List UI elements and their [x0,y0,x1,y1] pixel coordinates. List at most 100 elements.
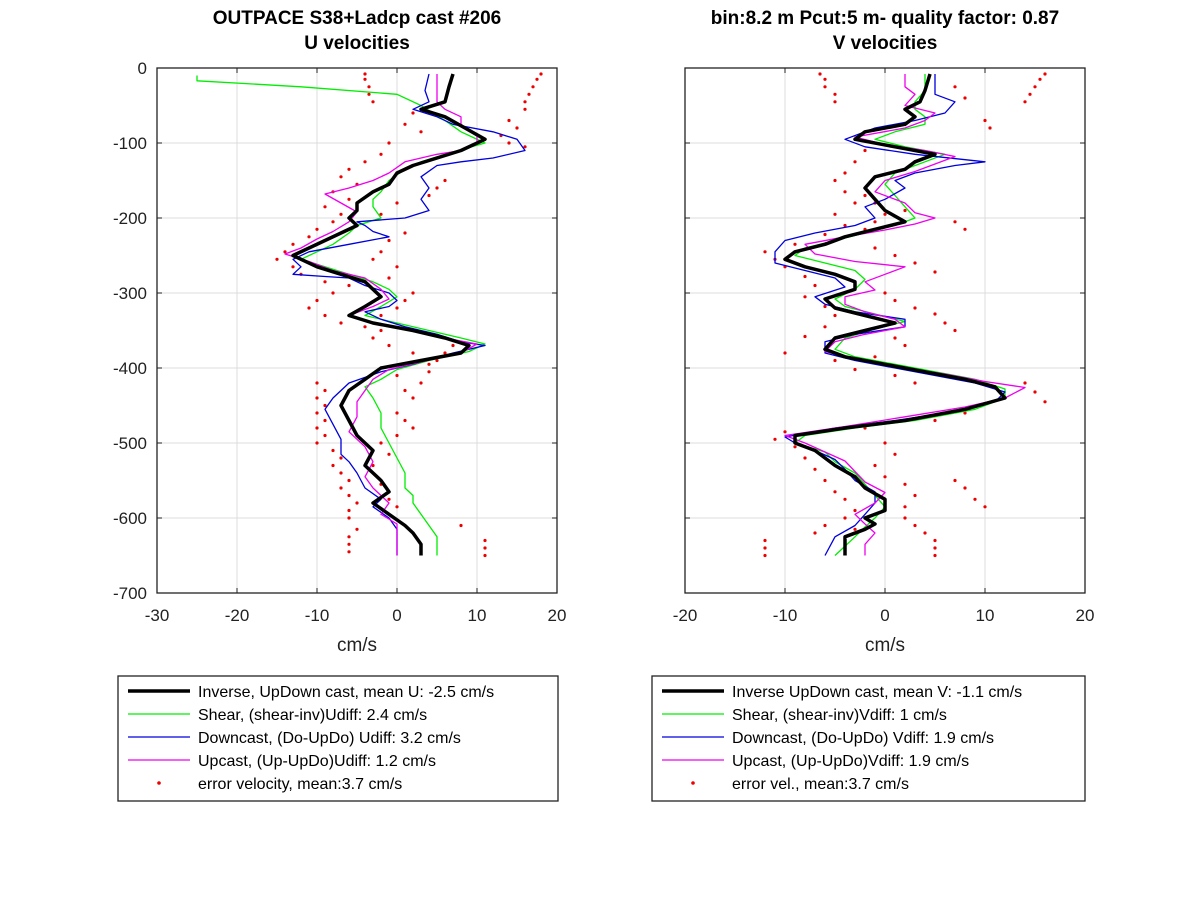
chart-title: bin:8.2 m Pcut:5 m- quality factor: 0.87 [711,8,1059,29]
error-velocity-point [387,343,391,348]
y-tick-label: -300 [113,284,147,303]
error-velocity-point [291,265,295,269]
error-velocity-point [347,535,351,539]
error-velocity-point [323,205,327,209]
error-velocity-point [823,325,827,329]
x-axis-label: cm/s [337,635,377,656]
error-velocity-point [833,178,837,183]
error-velocity-point [803,456,807,460]
error-velocity-point [347,508,351,513]
error-velocity-point [933,546,937,550]
error-velocity-point [963,486,967,490]
error-velocity-point [339,175,343,179]
error-velocity-point [419,381,423,385]
error-velocity-point [913,306,917,310]
error-velocity-point [339,321,343,325]
x-tick-label: -20 [225,606,250,625]
error-velocity-point [451,343,455,348]
error-velocity-point [903,505,907,509]
error-velocity-point [903,482,907,486]
series-inverse [291,73,487,556]
error-velocity-point [813,283,817,288]
error-velocity-point [403,388,407,393]
data-layer [763,72,1047,558]
error-velocity-point [923,531,927,535]
error-velocity-point [363,160,367,164]
error-velocity-point [379,313,383,318]
error-velocity-point [833,212,837,216]
error-velocity-point [773,437,777,441]
error-velocity-point [873,246,877,250]
x-axis-label: cm/s [865,635,905,656]
error-velocity-point [371,336,375,340]
legend-entry-label: Upcast, (Up-UpDo)Udiff: 1.2 cm/s [198,753,436,770]
error-velocity-point [883,475,887,479]
error-velocity-point [833,358,837,363]
error-velocity-point [387,497,391,501]
error-velocity-point [411,111,415,115]
error-velocity-point [331,448,335,453]
error-velocity-point [411,291,415,295]
x-tick-label: 20 [1076,606,1095,625]
error-velocity-point [315,298,319,303]
error-velocity-point [823,77,827,81]
error-velocity-point [1033,390,1037,394]
error-velocity-point [523,145,527,149]
error-velocity-point [419,130,423,134]
legend-entry-label: Downcast, (Do-UpDo) Vdiff: 1.9 cm/s [732,730,994,747]
plot-area [157,68,557,593]
error-velocity-point [833,313,837,318]
error-velocity-point [403,298,407,303]
error-velocity-point [833,490,837,494]
error-velocity-point [527,92,531,96]
error-velocity-point [933,270,937,274]
legend-entry-label: Downcast, (Do-UpDo) Udiff: 3.2 cm/s [198,730,461,747]
error-velocity-point [913,261,917,265]
error-velocity-point [331,291,335,295]
error-velocity-point [893,253,897,258]
series-inverse [783,73,1007,556]
error-velocity-point [427,370,431,374]
error-velocity-point [307,235,311,239]
error-velocity-point [323,418,327,423]
error-velocity-point [283,250,287,254]
error-velocity-point [347,516,351,520]
error-velocity-point [803,295,807,299]
error-velocity-point [315,381,319,385]
error-velocity-point [913,523,917,528]
error-velocity-point [893,298,897,303]
error-velocity-point [371,257,375,261]
legend-u: Inverse, UpDown cast, mean U: -2.5 cm/s S… [117,675,559,802]
error-velocity-point [903,516,907,520]
error-velocity-point [853,160,857,164]
legend-entry-label: Shear, (shear-inv)Udiff: 2.4 cm/s [198,707,427,724]
error-velocity-point [395,201,399,205]
error-velocity-point [395,306,399,310]
error-velocity-point [823,85,827,89]
legend-box [651,675,1086,802]
error-velocity-point [347,542,351,546]
y-tick-label: -600 [113,509,147,528]
x-tick-label: 0 [880,606,889,625]
error-velocity-point [883,212,887,216]
error-velocity-point [793,242,797,246]
error-velocity-point [355,501,359,505]
error-velocity-point [913,493,917,498]
error-velocity-point [823,232,827,237]
error-velocity-point [367,92,371,96]
error-velocity-point [823,478,827,483]
error-velocity-point [853,508,857,513]
error-velocity-point [379,152,383,156]
x-tick-label: 10 [468,606,487,625]
error-velocity-point [315,411,319,415]
error-velocity-point [379,212,383,216]
error-velocity-point [823,304,827,309]
error-velocity-point [363,72,367,76]
error-velocity-point [307,306,311,310]
error-velocity-point [883,441,887,445]
error-velocity-point [339,471,343,475]
error-velocity-point [833,100,837,104]
error-velocity-point [903,343,907,348]
error-velocity-point [963,411,967,415]
